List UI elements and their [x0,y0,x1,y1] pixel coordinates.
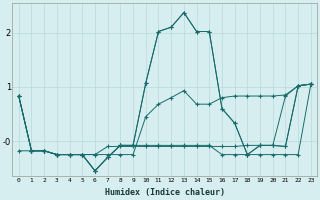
X-axis label: Humidex (Indice chaleur): Humidex (Indice chaleur) [105,188,225,197]
